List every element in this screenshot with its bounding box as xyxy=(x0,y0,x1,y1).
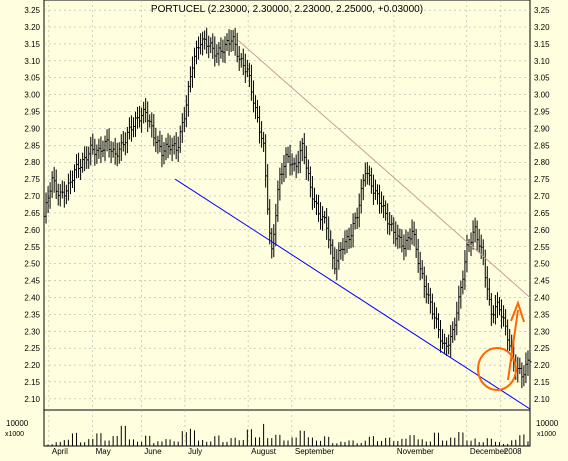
y-tick-label: 3.10 xyxy=(24,57,40,66)
volume-axis-label-right: 10000 xyxy=(536,419,559,428)
y-tick-label: 3.15 xyxy=(534,40,550,49)
y-tick-label: 2.95 xyxy=(534,108,550,117)
chart-title: PORTUCEL (2.23000, 2.30000, 2.23000, 2.2… xyxy=(151,4,423,15)
y-tick-label: 2.30 xyxy=(534,327,550,336)
y-tick-label: 3.00 xyxy=(534,91,550,100)
y-tick-label: 2.75 xyxy=(534,175,550,184)
annotation-circle xyxy=(477,347,517,391)
y-tick-label: 3.05 xyxy=(24,74,40,83)
annotation-arrowhead xyxy=(510,299,525,323)
y-tick-label: 2.20 xyxy=(534,361,550,370)
y-tick-label: 2.80 xyxy=(534,158,550,167)
y-tick-label: 2.20 xyxy=(24,361,40,370)
y-tick-label: 2.55 xyxy=(534,243,550,252)
x-axis-labels: April May June July August September November D… xyxy=(52,447,522,456)
y-tick-label: 2.60 xyxy=(24,226,40,235)
y-tick-label: 2.15 xyxy=(24,378,40,387)
y-tick-label: 3.20 xyxy=(24,23,40,32)
y-axis-right: 3.25 3.20 3.15 3.10 3.05 3.00 2.95 2.90 2.85 2.80… xyxy=(534,6,550,404)
y-tick-label: 3.15 xyxy=(24,40,40,49)
y-tick-label: 2.50 xyxy=(534,260,550,269)
y-tick-label: 2.80 xyxy=(24,158,40,167)
y-tick-label: 2.40 xyxy=(24,293,40,302)
y-tick-label: 2.85 xyxy=(24,141,40,150)
y-tick-label: 2.35 xyxy=(24,310,40,319)
y-tick-label: 2.25 xyxy=(534,344,550,353)
y-tick-label: 2.90 xyxy=(534,124,550,133)
volume-unit-left: x1000 xyxy=(5,431,24,438)
y-axis-left: 3.25 3.20 3.15 3.10 3.05 3.00 2.95 2.90 2.85 2.80… xyxy=(24,6,40,404)
y-tick-label: 2.65 xyxy=(24,209,40,218)
x-tick-label: December xyxy=(470,447,507,456)
y-tick-label: 3.25 xyxy=(534,6,550,15)
x-tick-label: September xyxy=(295,447,334,456)
y-tick-label: 2.10 xyxy=(534,395,550,404)
y-tick-label: 2.60 xyxy=(534,226,550,235)
y-tick-label: 3.00 xyxy=(24,91,40,100)
y-tick-label: 2.25 xyxy=(24,344,40,353)
y-tick-label: 3.05 xyxy=(534,74,550,83)
x-tick-label: August xyxy=(251,447,277,456)
volume-unit-right: x1000 xyxy=(537,431,556,438)
x-tick-label: July xyxy=(188,447,202,456)
y-tick-label: 3.10 xyxy=(534,57,550,66)
y-tick-label: 2.45 xyxy=(534,277,550,286)
support-trendline xyxy=(174,178,531,410)
price-bars xyxy=(43,27,532,389)
x-tick-label: April xyxy=(52,447,68,456)
price-panel xyxy=(43,0,531,411)
y-tick-label: 2.85 xyxy=(534,141,550,150)
y-tick-label: 2.65 xyxy=(534,209,550,218)
grid xyxy=(44,0,530,446)
y-tick-label: 2.70 xyxy=(24,192,40,201)
y-tick-label: 2.15 xyxy=(534,378,550,387)
y-tick-label: 2.55 xyxy=(24,243,40,252)
volume-axis-label-left: 10000 xyxy=(6,419,29,428)
x-tick-label: November xyxy=(397,447,434,456)
x-tick-label: May xyxy=(96,447,111,456)
x-tick-label: June xyxy=(144,447,162,456)
resistance-trendline xyxy=(238,40,531,298)
y-tick-label: 2.45 xyxy=(24,277,40,286)
y-tick-label: 2.75 xyxy=(24,175,40,184)
trend-lines xyxy=(174,40,531,410)
y-tick-label: 2.30 xyxy=(24,327,40,336)
y-tick-label: 2.50 xyxy=(24,260,40,269)
annotation-arrow xyxy=(507,309,519,381)
y-tick-label: 2.90 xyxy=(24,124,40,133)
y-tick-label: 2.40 xyxy=(534,293,550,302)
volume-bars xyxy=(43,423,529,446)
y-tick-label: 2.35 xyxy=(534,310,550,319)
y-tick-label: 2.95 xyxy=(24,108,40,117)
x-tick-label: 2008 xyxy=(504,447,522,456)
y-tick-label: 3.25 xyxy=(24,6,40,15)
y-tick-label: 2.70 xyxy=(534,192,550,201)
annotation xyxy=(477,299,525,391)
y-tick-label: 2.10 xyxy=(24,395,40,404)
y-tick-label: 3.20 xyxy=(534,23,550,32)
